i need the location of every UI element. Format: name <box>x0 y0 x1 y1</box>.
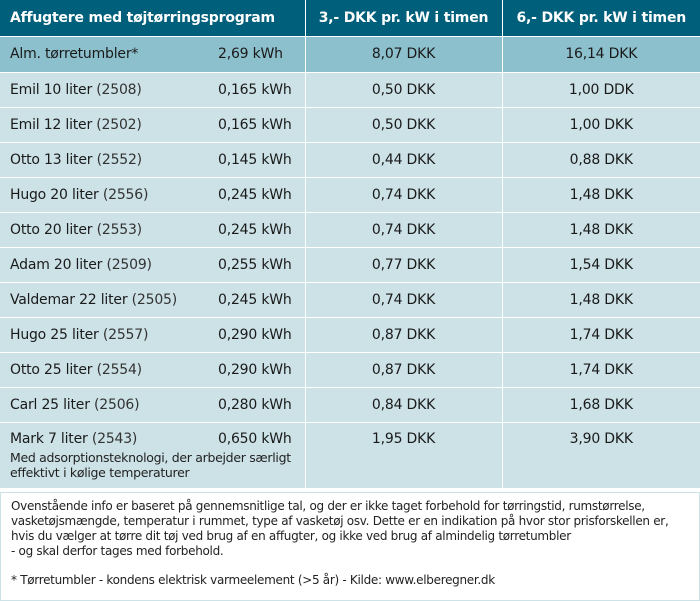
price-6dkk: 1,48 DKK <box>501 176 700 212</box>
table-header-row: Affugtere med tøjtørringsprogram 3,- DKK… <box>0 0 700 36</box>
device-cell: Emil 10 liter (2508) 0,165 kWh <box>0 71 305 107</box>
device-name: Alm. tørretumbler* <box>10 46 139 62</box>
price-3dkk: 0,87 DKK <box>304 316 502 352</box>
device-kwh: 0,650 kWh <box>218 430 292 447</box>
price-3dkk: 0,50 DKK <box>304 71 502 107</box>
table-row: Hugo 20 liter (2556) 0,245 kWh 0,74 DKK 1… <box>0 176 700 212</box>
device-cell: Otto 25 liter (2554) 0,290 kWh <box>0 351 305 387</box>
device-kwh: 0,290 kWh <box>218 361 292 378</box>
table-row: Valdemar 22 liter (2505) 0,245 kWh 0,74 D… <box>0 281 700 317</box>
device-kwh: 0,245 kWh <box>218 186 292 203</box>
table-row: Mark 7 liter (2543) 0,650 kWh Med adsorpti… <box>0 421 700 488</box>
device-kwh: 0,245 kWh <box>218 221 292 238</box>
price-3dkk: 0,84 DKK <box>304 386 502 422</box>
device-cell: Hugo 25 liter (2557) 0,290 kWh <box>0 316 305 352</box>
device-code: (2557) <box>102 326 149 343</box>
device-code: (2506) <box>94 396 140 413</box>
table-row: Hugo 25 liter (2557) 0,290 kWh 0,87 DKK 1… <box>0 316 700 352</box>
device-cell: Hugo 20 liter (2556) 0,245 kWh <box>0 176 305 212</box>
device-code: (2553) <box>96 221 143 238</box>
device-cell: Valdemar 22 liter (2505) 0,245 kWh <box>0 281 305 317</box>
table-row: Otto 20 liter (2553) 0,245 kWh 0,74 DKK 1… <box>0 211 700 247</box>
device-name: Adam 20 liter <box>10 256 103 273</box>
device-name: Hugo 20 liter <box>10 186 99 203</box>
price-comparison-table: Affugtere med tøjtørringsprogram 3,- DKK… <box>0 0 700 488</box>
price-6dkk: 1,68 DKK <box>501 386 700 422</box>
device-cell: Emil 12 liter (2502) 0,165 kWh <box>0 106 305 142</box>
price-6dkk: 1,74 DKK <box>501 351 700 387</box>
device-kwh: 0,165 kWh <box>218 81 292 98</box>
price-3dkk: 1,95 DKK <box>304 421 502 488</box>
price-6dkk: 1,48 DKK <box>501 281 700 317</box>
table-row: Carl 25 liter (2506) 0,280 kWh 0,84 DKK 1… <box>0 386 700 422</box>
device-kwh: 0,145 kWh <box>218 151 292 168</box>
table-row: Emil 10 liter (2508) 0,165 kWh 0,50 DKK 1… <box>0 71 700 107</box>
price-6dkk: 16,14 DKK <box>501 35 700 72</box>
table-row: Otto 25 liter (2554) 0,290 kWh 0,87 DKK 1… <box>0 351 700 387</box>
device-cell: Carl 25 liter (2506) 0,280 kWh <box>0 386 305 422</box>
source-note: * Tørretumbler - kondens elektrisk varme… <box>11 573 495 587</box>
price-6dkk: 1,54 DKK <box>501 246 700 282</box>
device-cell: Otto 13 liter (2552) 0,145 kWh <box>0 141 305 177</box>
device-code: (2554) <box>96 361 143 378</box>
price-6dkk: 1,00 DDK <box>501 71 700 107</box>
device-code: (2505) <box>131 291 178 308</box>
price-3dkk: 0,74 DKK <box>304 211 502 247</box>
table-row: Otto 13 liter (2552) 0,145 kWh 0,44 DKK 0… <box>0 141 700 177</box>
device-code: (2502) <box>96 116 142 133</box>
device-code: (2552) <box>96 151 143 168</box>
device-name: Valdemar 22 liter <box>10 291 128 308</box>
device-name: Otto 20 liter <box>10 221 93 238</box>
price-6dkk: 3,90 DKK <box>501 421 700 488</box>
device-kwh: 0,255 kWh <box>218 256 292 273</box>
device-code: (2509) <box>106 256 152 273</box>
device-cell: Mark 7 liter (2543) 0,650 kWh Med adsorpti… <box>0 421 305 488</box>
price-6dkk: 1,48 DKK <box>501 211 700 247</box>
device-name: Emil 10 liter <box>10 81 93 98</box>
device-code: (2556) <box>102 186 149 203</box>
device-note: Med adsorptionsteknologi, der arbejder s… <box>10 449 291 480</box>
price-6dkk: 0,88 DKK <box>501 141 700 177</box>
device-name: Otto 25 liter <box>10 361 93 378</box>
price-3dkk: 0,44 DKK <box>304 141 502 177</box>
device-cell: Otto 20 liter (2553) 0,245 kWh <box>0 211 305 247</box>
price-3dkk: 0,74 DKK <box>304 281 502 317</box>
device-code: (2508) <box>96 81 142 98</box>
footnote-box: Ovenstående info er baseret på gennemsni… <box>0 492 700 601</box>
device-name: Emil 12 liter <box>10 116 93 133</box>
device-cell: Adam 20 liter (2509) 0,255 kWh <box>0 246 305 282</box>
price-3dkk: 0,74 DKK <box>304 176 502 212</box>
table-row: Adam 20 liter (2509) 0,255 kWh 0,77 DKK 1… <box>0 246 700 282</box>
header-dehumidifier: Affugtere med tøjtørringsprogram <box>0 0 305 36</box>
device-name: Otto 13 liter <box>10 151 93 168</box>
disclaimer-text: Ovenstående info er baseret på gennemsni… <box>11 499 669 558</box>
header-price-3dkk: 3,- DKK pr. kW i timen <box>304 0 502 36</box>
price-6dkk: 1,00 DKK <box>501 106 700 142</box>
table-row: Alm. tørretumbler* 2,69 kWh 8,07 DKK 16,1… <box>0 35 700 72</box>
price-3dkk: 0,50 DKK <box>304 106 502 142</box>
device-kwh: 0,280 kWh <box>218 396 292 413</box>
price-3dkk: 8,07 DKK <box>304 35 502 72</box>
header-price-6dkk: 6,- DKK pr. kW i timen <box>501 0 700 36</box>
price-3dkk: 0,87 DKK <box>304 351 502 387</box>
price-6dkk: 1,74 DKK <box>501 316 700 352</box>
device-name: Mark 7 liter <box>10 430 88 447</box>
device-name: Carl 25 liter <box>10 396 90 413</box>
price-3dkk: 0,77 DKK <box>304 246 502 282</box>
device-name: Hugo 25 liter <box>10 326 99 343</box>
device-cell: Alm. tørretumbler* 2,69 kWh <box>0 35 305 72</box>
device-kwh: 0,165 kWh <box>218 116 292 133</box>
device-kwh: 2,69 kWh <box>218 46 283 62</box>
device-kwh: 0,245 kWh <box>218 291 292 308</box>
device-code: (2543) <box>91 430 138 447</box>
table-row: Emil 12 liter (2502) 0,165 kWh 0,50 DKK 1… <box>0 106 700 142</box>
device-kwh: 0,290 kWh <box>218 326 292 343</box>
